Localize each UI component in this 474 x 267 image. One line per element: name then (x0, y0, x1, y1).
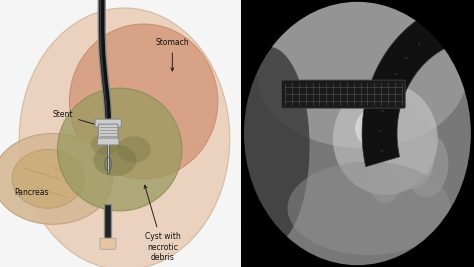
FancyBboxPatch shape (99, 124, 118, 140)
Ellipse shape (235, 0, 474, 267)
Ellipse shape (117, 136, 151, 163)
Ellipse shape (228, 47, 310, 247)
Polygon shape (362, 9, 448, 167)
Ellipse shape (0, 134, 112, 224)
Text: Stomach: Stomach (155, 38, 189, 71)
Ellipse shape (406, 134, 448, 198)
Ellipse shape (91, 134, 119, 155)
Text: Cyst with
necrotic
debris: Cyst with necrotic debris (144, 185, 181, 262)
Text: Pancreas: Pancreas (14, 188, 48, 197)
Ellipse shape (383, 104, 435, 189)
Ellipse shape (257, 1, 467, 148)
Ellipse shape (57, 88, 182, 211)
Polygon shape (432, 0, 474, 75)
Ellipse shape (355, 108, 397, 148)
Ellipse shape (93, 144, 137, 176)
Ellipse shape (12, 150, 84, 208)
Polygon shape (432, 192, 474, 267)
Ellipse shape (69, 24, 218, 179)
Ellipse shape (333, 83, 438, 195)
Polygon shape (241, 0, 283, 75)
FancyBboxPatch shape (98, 138, 119, 145)
FancyBboxPatch shape (282, 80, 405, 108)
Ellipse shape (287, 162, 451, 255)
FancyBboxPatch shape (100, 238, 116, 249)
Ellipse shape (367, 144, 404, 203)
Polygon shape (241, 192, 283, 267)
FancyBboxPatch shape (95, 119, 121, 127)
Text: Stent: Stent (53, 111, 100, 126)
Ellipse shape (19, 8, 230, 267)
